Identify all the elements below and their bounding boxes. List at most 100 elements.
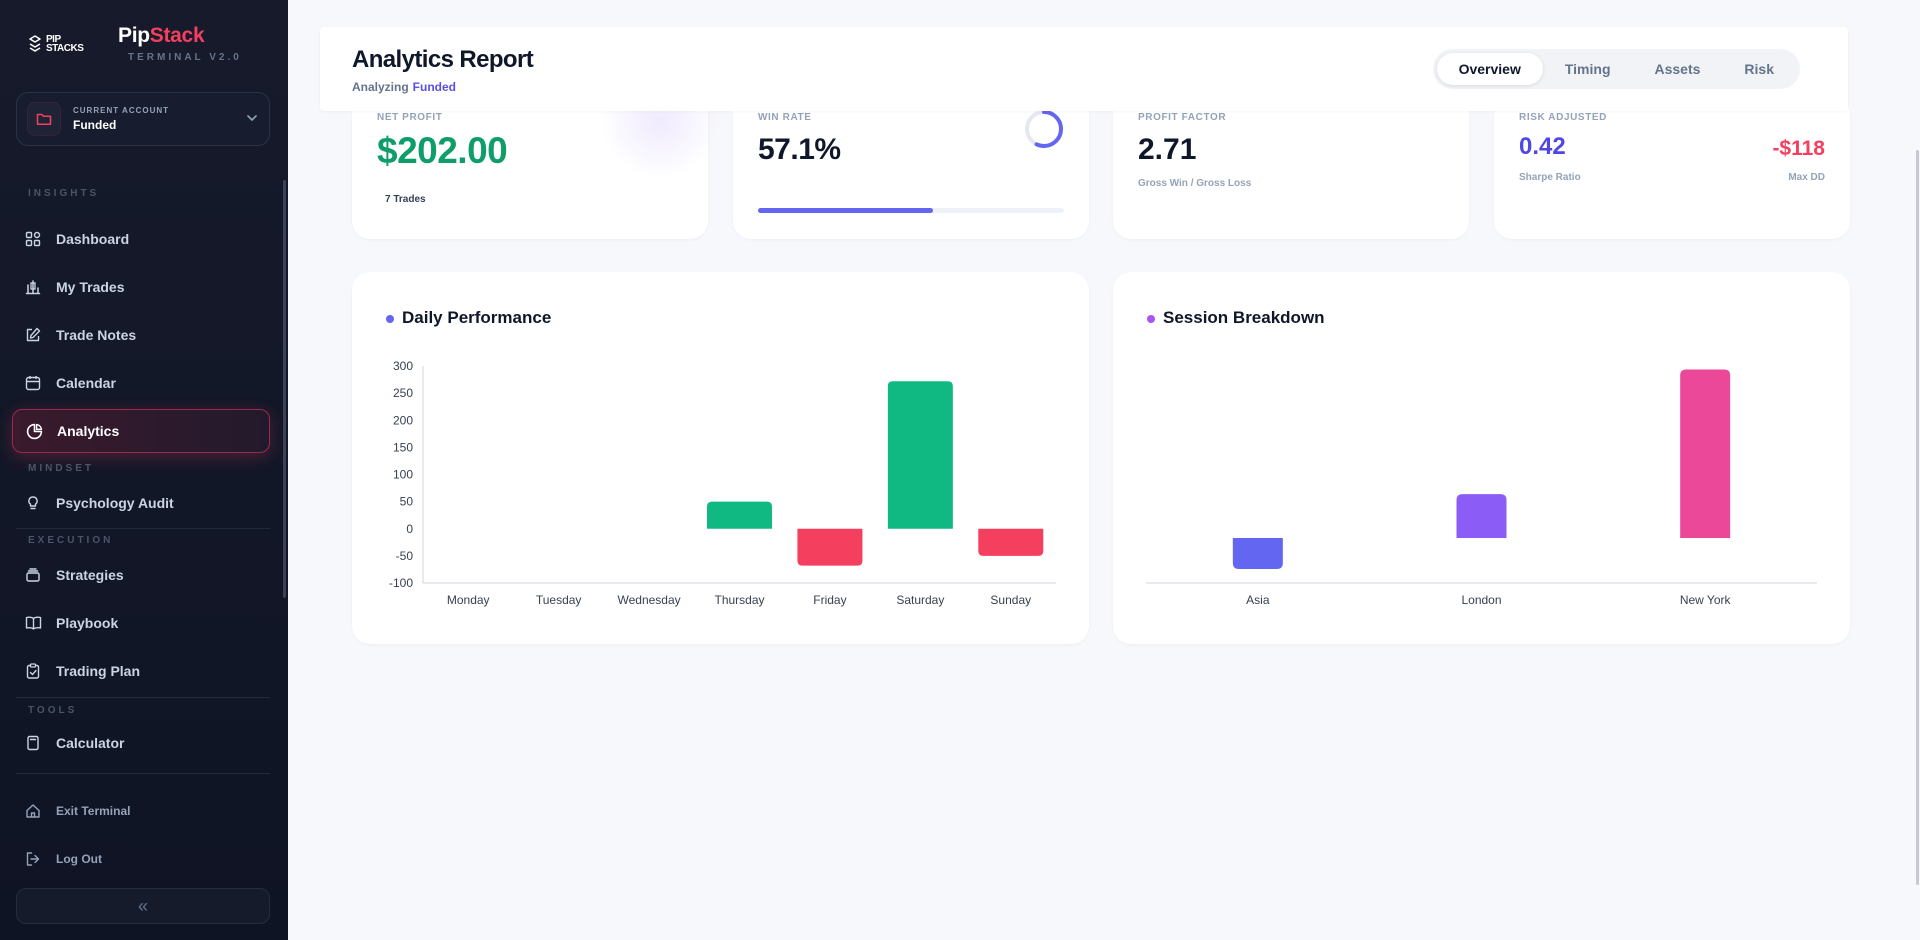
sidebar-item-trade-notes[interactable]: Trade Notes: [16, 313, 270, 357]
bar: [1680, 369, 1731, 538]
y-tick-label: 300: [393, 359, 413, 373]
net-profit-value: $202.00: [377, 130, 508, 171]
max-drawdown-value: -$118: [1772, 137, 1825, 160]
profit-factor-card: PROFIT FACTOR 2.71 Gross Win / Gross Los…: [1113, 96, 1469, 239]
account-switcher[interactable]: CURRENT ACCOUNT Funded: [16, 92, 270, 146]
sharpe-ratio-label: Sharpe Ratio: [1519, 172, 1581, 183]
x-tick-label: Wednesday: [617, 593, 680, 607]
subtitle-account: Funded: [412, 80, 456, 94]
sidebar-item-label: Dashboard: [56, 231, 130, 247]
y-tick-label: 100: [393, 468, 413, 482]
page-title: Analytics Report: [352, 46, 534, 73]
y-tick-label: 150: [393, 440, 413, 454]
y-tick-label: 200: [393, 413, 413, 427]
sidebar-item-psychology-audit[interactable]: Psychology Audit: [16, 481, 270, 525]
exit-terminal-label: Exit Terminal: [56, 804, 131, 818]
y-tick-label: 0: [406, 522, 413, 536]
sidebar-item-my-trades[interactable]: My Trades: [16, 265, 270, 309]
brand-logo: PIP STACKS: [28, 26, 88, 62]
x-tick-label: Asia: [1246, 593, 1270, 607]
x-tick-label: Tuesday: [536, 593, 582, 607]
brand-name-part1: Pip: [118, 24, 150, 47]
sidebar-item-label: Strategies: [56, 567, 124, 583]
trades-icon: [24, 278, 42, 296]
account-label-group: CURRENT ACCOUNT Funded: [73, 106, 169, 132]
log-out-button[interactable]: Log Out: [16, 837, 270, 881]
sidebar-item-label: Psychology Audit: [56, 495, 174, 511]
session-breakdown-card: Session Breakdown Asia London New York: [1113, 272, 1850, 644]
brand[interactable]: PIP STACKS PipStack TERMINAL V2.0: [28, 22, 239, 66]
bar: [707, 501, 772, 529]
session-breakdown-title: Session Breakdown: [1163, 308, 1325, 327]
sidebar-item-calculator[interactable]: Calculator: [16, 721, 270, 765]
sidebar-item-trading-plan[interactable]: Trading Plan: [16, 649, 270, 693]
sidebar-item-strategies[interactable]: Strategies: [16, 553, 270, 597]
bar: [887, 381, 953, 529]
bar: [1232, 538, 1283, 570]
sidebar-item-label: Playbook: [56, 615, 119, 631]
net-profit-label: NET PROFIT: [377, 112, 443, 123]
home-icon: [24, 802, 42, 820]
y-tick-label: -50: [396, 549, 414, 563]
y-tick-label: 250: [393, 386, 413, 400]
tab-risk[interactable]: Risk: [1744, 61, 1774, 77]
trades-count-badge: 7 Trades: [385, 194, 426, 205]
collapse-icon: «: [137, 895, 148, 916]
sidebar-item-label: Calculator: [56, 735, 125, 751]
subtitle-prefix: Analyzing: [352, 80, 409, 94]
daily-performance-title: Daily Performance: [402, 308, 552, 327]
sidebar-item-label: My Trades: [56, 279, 125, 295]
page-subtitle: Analyzing Funded: [352, 80, 456, 94]
win-rate-value: 57.1%: [758, 133, 841, 166]
win-rate-ring-arc: [1025, 110, 1063, 148]
win-rate-label: WIN RATE: [758, 112, 812, 123]
tab-timing[interactable]: Timing: [1564, 61, 1611, 77]
tab-overview[interactable]: Overview: [1436, 53, 1543, 85]
section-mindset: MINDSET: [28, 463, 94, 474]
profit-factor-label: PROFIT FACTOR: [1138, 112, 1227, 123]
book-icon: [24, 614, 42, 632]
dashboard-icon: [24, 230, 42, 248]
daily-performance-chart: 300 250 200 150 100 50 0 -50 -100 Monday Tuesday We…: [389, 359, 1056, 607]
x-tick-label: Sunday: [990, 593, 1031, 607]
exit-terminal-button[interactable]: Exit Terminal: [16, 789, 270, 833]
x-tick-label: Friday: [813, 593, 846, 607]
session-breakdown-chart: Asia London New York: [1146, 369, 1817, 607]
sidebar-item-label: Trading Plan: [56, 663, 141, 679]
collapse-sidebar-button[interactable]: «: [16, 888, 270, 924]
sidebar-item-label: Trade Notes: [56, 327, 137, 343]
sidebar-scrollbar[interactable]: [283, 180, 286, 598]
bar: [978, 528, 1044, 556]
pie-chart-icon: [25, 422, 43, 440]
win-rate-progress-track: [758, 208, 1064, 213]
stack-logo-icon: [29, 35, 41, 52]
risk-adjusted-card: RISK ADJUSTED 0.42 Sharpe Ratio -$118 Ma…: [1494, 96, 1850, 239]
bar: [797, 528, 863, 566]
section-insights: INSIGHTS: [28, 188, 100, 199]
layers-icon: [24, 566, 42, 584]
sidebar-divider: [16, 697, 270, 698]
x-tick-label: Monday: [447, 593, 490, 607]
sidebar-item-playbook[interactable]: Playbook: [16, 601, 270, 645]
tab-assets[interactable]: Assets: [1654, 61, 1701, 77]
brand-logo-text: PIP STACKS: [46, 34, 84, 54]
sidebar-item-calendar[interactable]: Calendar: [16, 361, 270, 405]
brand-name: PipStack: [118, 24, 205, 48]
max-drawdown-label: Max DD: [1788, 172, 1825, 183]
brand-subtitle: TERMINAL V2.0: [128, 52, 242, 63]
section-execution: EXECUTION: [28, 535, 114, 546]
x-tick-label: Saturday: [896, 593, 944, 607]
folder-icon: [27, 102, 61, 136]
net-profit-card: NET PROFIT $202.00 7 Trades: [352, 96, 708, 239]
win-rate-card: WIN RATE 57.1%: [733, 96, 1089, 239]
lightbulb-icon: [24, 494, 42, 512]
page-header: Analytics Report Analyzing Funded Overvie…: [320, 27, 1848, 111]
profit-factor-value: 2.71: [1138, 133, 1197, 166]
bar: [1456, 494, 1507, 538]
main-scrollbar[interactable]: [1916, 150, 1919, 885]
sidebar-item-analytics[interactable]: Analytics: [12, 409, 270, 453]
daily-performance-card: Daily Performance 300 250 200 150 100 50 0 -50 -…: [352, 272, 1089, 644]
sidebar-item-dashboard[interactable]: Dashboard: [16, 217, 270, 261]
profit-factor-caption: Gross Win / Gross Loss: [1138, 178, 1252, 189]
log-out-label: Log Out: [56, 852, 102, 866]
